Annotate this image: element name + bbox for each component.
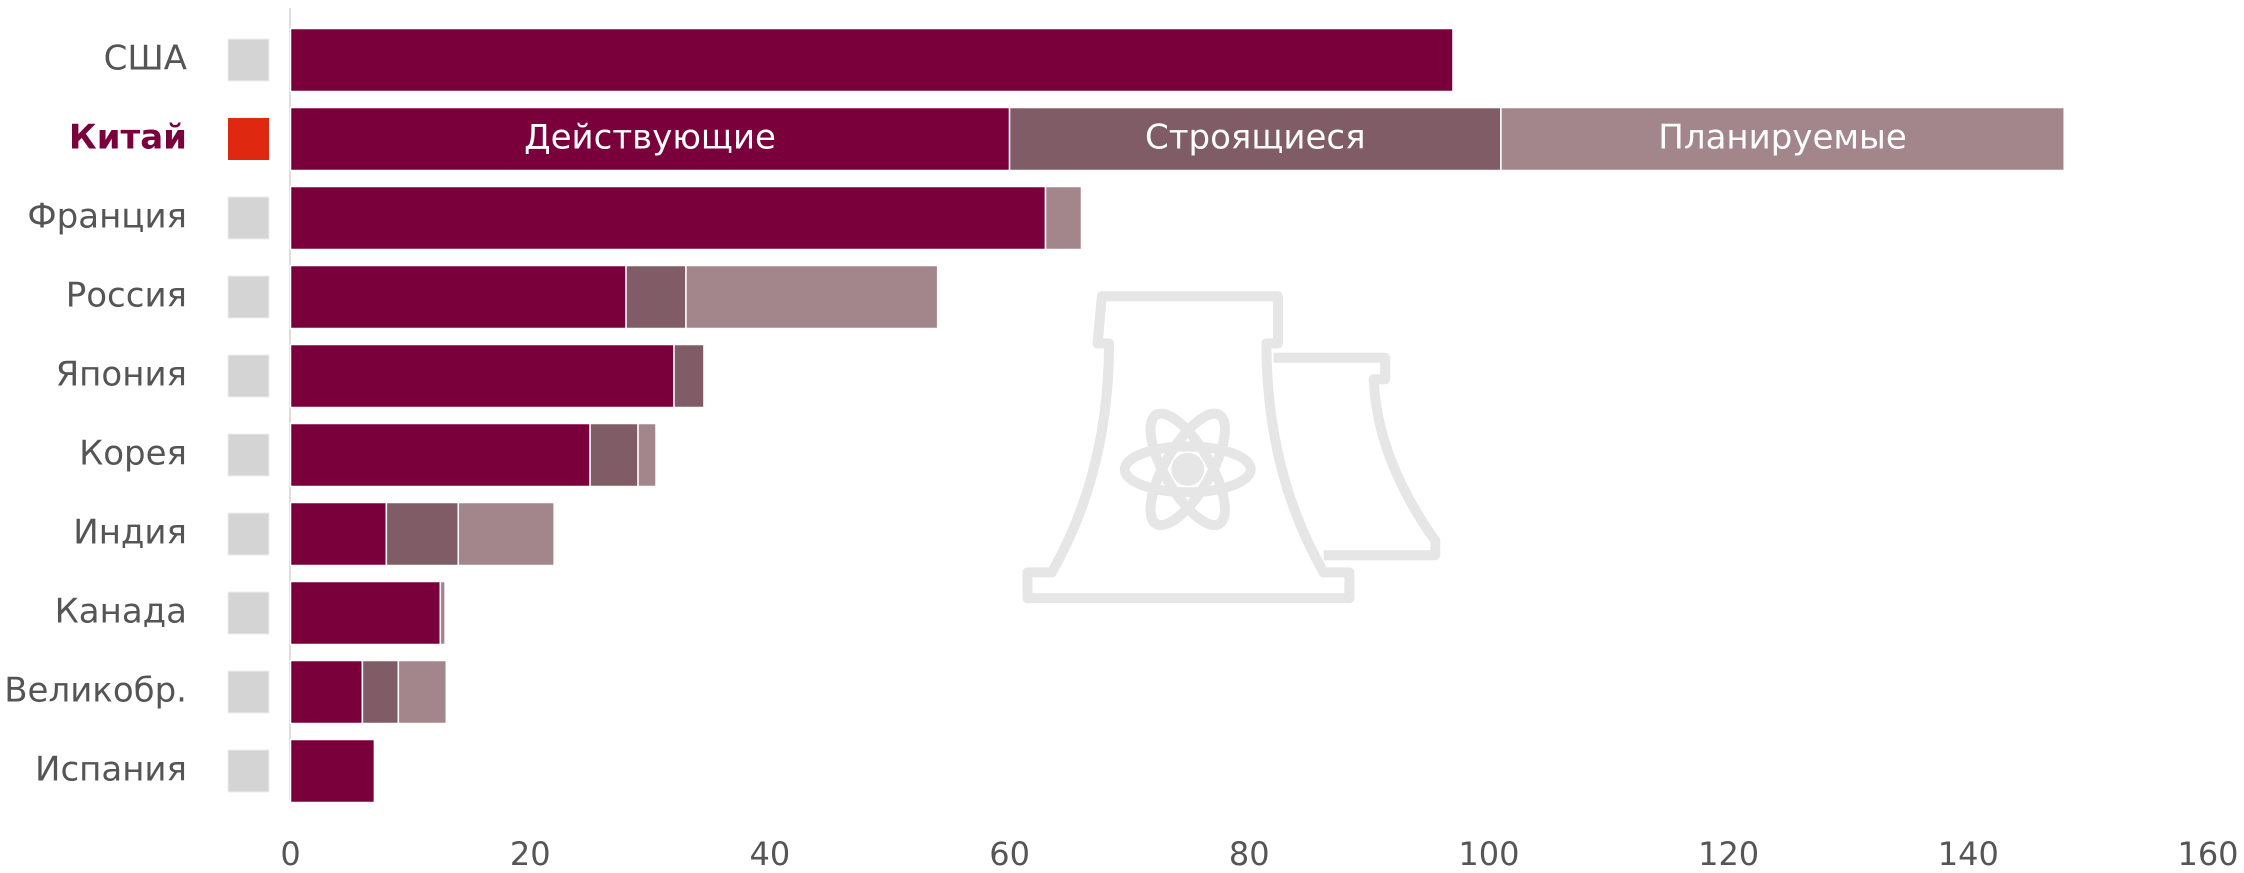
bar-segment — [386, 503, 458, 566]
bar-segment — [291, 266, 627, 329]
category-label: Китай — [69, 118, 187, 158]
x-tick-label: 120 — [1698, 835, 1759, 873]
watermark-icon — [1027, 296, 1435, 598]
bar-segment — [590, 424, 638, 487]
flag-icon — [228, 197, 269, 239]
bar-segment — [291, 740, 375, 803]
flag-icon — [228, 513, 269, 555]
x-tick-label: 40 — [750, 835, 791, 873]
bar-segment — [440, 582, 445, 645]
bar-segment — [638, 424, 656, 487]
x-tick-label: 140 — [1938, 835, 1999, 873]
bar-segment — [626, 266, 686, 329]
flag-icon — [228, 39, 269, 81]
flag-icon — [228, 592, 269, 634]
legend-label: Строящиеся — [1145, 118, 1366, 158]
x-tick-label: 100 — [1458, 835, 1519, 873]
x-tick-label: 20 — [510, 835, 551, 873]
flag-icon — [228, 671, 269, 713]
flag-icon — [228, 276, 269, 318]
bar-segment — [291, 29, 1453, 92]
flag-icon — [228, 355, 269, 397]
chart: 0 20 40 60 80 100 120 140 160 США Китай Действующие… — [0, 0, 2244, 873]
x-tick-label: 60 — [989, 835, 1030, 873]
category-label: Испания — [35, 750, 187, 790]
bar-segment — [458, 503, 554, 566]
category-label: Япония — [56, 355, 187, 395]
bar-segment — [674, 345, 704, 408]
bar-segment — [1046, 187, 1082, 250]
bar-segment — [362, 661, 398, 724]
bar-segment — [686, 266, 938, 329]
legend-label: Планируемые — [1658, 118, 1907, 158]
x-tick-label: 80 — [1229, 835, 1270, 873]
flag-icon — [228, 434, 269, 476]
flag-icon — [228, 750, 269, 792]
category-label: Россия — [66, 276, 187, 316]
category-label: Индия — [73, 513, 187, 553]
category-label: Корея — [79, 434, 187, 474]
x-tick-label: 0 — [280, 835, 300, 873]
bar-segment — [291, 503, 387, 566]
bar-segment — [291, 345, 675, 408]
bar-segment — [291, 187, 1046, 250]
category-label: Канада — [55, 592, 187, 632]
bar-segment — [291, 661, 363, 724]
flag-icon — [228, 118, 269, 160]
bar-segment — [398, 661, 446, 724]
x-tick-label: 160 — [2177, 835, 2238, 873]
category-label: Великобр. — [4, 671, 187, 711]
legend-label: Действующие — [524, 118, 776, 158]
category-label: США — [104, 39, 187, 79]
category-label: Франция — [27, 197, 187, 237]
bar-segment — [291, 582, 441, 645]
bar-segment — [291, 424, 591, 487]
